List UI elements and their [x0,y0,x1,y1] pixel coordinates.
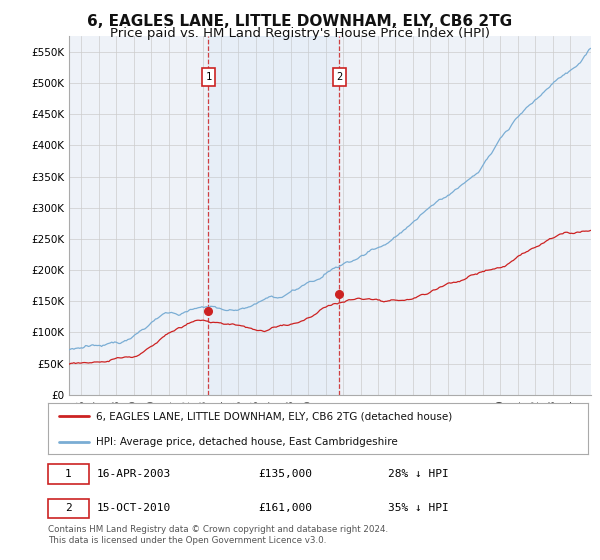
FancyBboxPatch shape [48,464,89,484]
Text: HPI: Average price, detached house, East Cambridgeshire: HPI: Average price, detached house, East… [95,436,397,446]
Text: 28% ↓ HPI: 28% ↓ HPI [388,469,449,479]
Text: 15-OCT-2010: 15-OCT-2010 [97,503,171,514]
FancyBboxPatch shape [48,498,89,518]
Text: Price paid vs. HM Land Registry's House Price Index (HPI): Price paid vs. HM Land Registry's House … [110,27,490,40]
Text: 16-APR-2003: 16-APR-2003 [97,469,171,479]
Text: 1: 1 [65,469,71,479]
Text: £161,000: £161,000 [259,503,313,514]
Text: Contains HM Land Registry data © Crown copyright and database right 2024.
This d: Contains HM Land Registry data © Crown c… [48,525,388,545]
Text: 6, EAGLES LANE, LITTLE DOWNHAM, ELY, CB6 2TG: 6, EAGLES LANE, LITTLE DOWNHAM, ELY, CB6… [88,14,512,29]
Text: 6, EAGLES LANE, LITTLE DOWNHAM, ELY, CB6 2TG (detached house): 6, EAGLES LANE, LITTLE DOWNHAM, ELY, CB6… [95,411,452,421]
Text: 1: 1 [205,72,212,82]
Bar [208,36,340,395]
Text: 2: 2 [337,72,343,82]
Text: 2: 2 [65,503,71,514]
Text: 35% ↓ HPI: 35% ↓ HPI [388,503,449,514]
Text: £135,000: £135,000 [259,469,313,479]
